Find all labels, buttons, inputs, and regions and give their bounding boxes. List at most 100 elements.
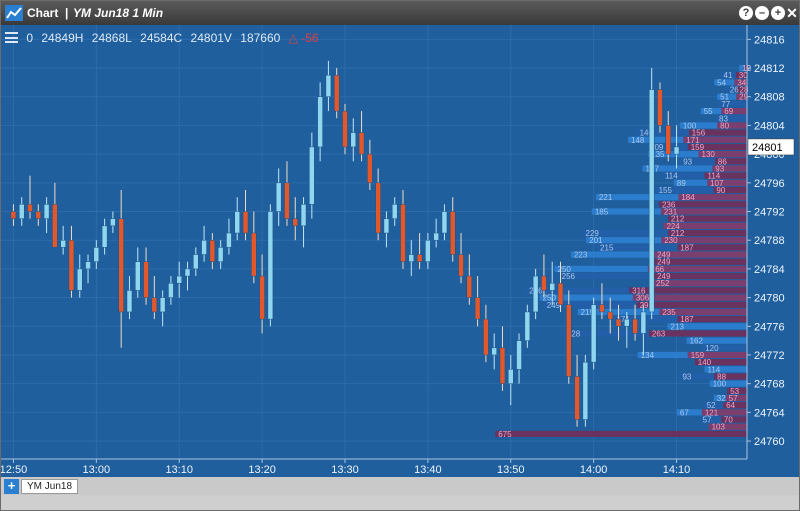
profile-bid-bar	[586, 237, 662, 244]
candle-body	[640, 311, 647, 334]
add-tab-button[interactable]: +	[4, 479, 19, 494]
profile-ask-label: 107	[710, 179, 724, 188]
profile-ask-bar	[654, 251, 747, 258]
candle-body	[193, 254, 199, 270]
menu-icon[interactable]	[5, 32, 18, 43]
profile-bid-bar	[720, 72, 736, 79]
window-title: Chart	[27, 6, 59, 20]
profile-bid-label: 100	[713, 380, 727, 389]
candle-body	[159, 297, 166, 313]
profile-bid-label: 51	[720, 93, 729, 102]
candle-body	[267, 211, 274, 320]
profile-bid-label: 54	[717, 78, 726, 87]
profile-ask-label: 231	[664, 208, 678, 217]
chart-line-icon	[5, 5, 23, 21]
title-bar[interactable]: Chart | YM Jun18 1 Min ? – + ✕	[1, 1, 799, 25]
hud-low: 24868L	[91, 31, 132, 45]
candle-body	[317, 96, 323, 148]
candle-body	[168, 282, 174, 298]
tab-bar: + YM Jun18	[1, 477, 799, 495]
profile-ask-bar	[717, 122, 747, 129]
y-tick-label: 24788	[754, 235, 785, 247]
help-button[interactable]: ?	[739, 6, 753, 20]
profile-ask-label: 34	[737, 78, 746, 87]
profile-bid-bar	[570, 251, 655, 258]
profile-ask-label: 114	[707, 172, 720, 181]
price-chart[interactable]: 9123041345428262951776955838010015614017…	[1, 25, 799, 477]
profile-bid-bar	[699, 416, 721, 423]
profile-ask-label: 249	[657, 258, 671, 267]
profile-ask-bar	[629, 287, 747, 294]
profile-ask-bar	[659, 308, 747, 316]
profile-bid-bar	[563, 330, 649, 337]
profile-ask-label: 159	[691, 351, 705, 360]
profile-ask-bar	[707, 179, 747, 186]
profile-ask-bar	[495, 430, 747, 437]
profile-bid-bar	[680, 158, 715, 165]
candle-body	[499, 347, 506, 384]
candle-body	[300, 204, 307, 227]
candle-body	[648, 89, 655, 313]
profile-ask-label: 230	[664, 236, 678, 245]
profile-ask-label: 103	[712, 423, 726, 432]
candle-body	[433, 232, 439, 241]
hud-high: 24849H	[41, 31, 84, 45]
candle-body	[292, 218, 299, 227]
y-tick-label: 24772	[754, 350, 785, 362]
profile-ask-label: 263	[652, 329, 666, 338]
profile-bid-label: 100	[683, 121, 697, 130]
candle-body	[342, 110, 348, 148]
candle-body	[665, 125, 672, 155]
profile-ask-label: 224	[666, 222, 680, 231]
tab-ym-jun18[interactable]: YM Jun18	[21, 479, 79, 494]
profile-bid-label: 201	[589, 236, 603, 245]
close-button[interactable]: ✕	[786, 5, 798, 21]
candle-body	[557, 282, 564, 306]
profile-ask-bar	[667, 229, 747, 237]
profile-bid-label: 83	[719, 114, 728, 123]
profile-ask-label: 249	[657, 272, 671, 281]
profile-bid-bar	[679, 373, 715, 380]
y-tick-label: 24816	[754, 34, 785, 46]
profile-bid-bar	[703, 402, 724, 409]
candle-body	[541, 275, 547, 291]
candle-body	[549, 282, 555, 291]
profile-ask-label: 93	[715, 164, 724, 173]
profile-bid-bar	[526, 287, 630, 294]
profile-ask-label: 28	[740, 86, 749, 95]
profile-bid-bar	[673, 179, 708, 186]
candle-body	[615, 318, 622, 327]
y-tick-label: 24784	[754, 264, 785, 276]
profile-bid-label: 120	[705, 344, 719, 353]
profile-bid-bar	[667, 323, 747, 330]
candle-body	[275, 182, 282, 212]
candle-body	[118, 218, 124, 313]
candle-body	[309, 146, 315, 205]
candle-body	[251, 232, 257, 277]
candle-body	[566, 304, 572, 377]
profile-bid-bar	[554, 265, 648, 272]
profile-ask-label: 57	[729, 394, 738, 403]
profile-ask-label: 53	[730, 387, 739, 396]
profile-ask-bar	[714, 373, 747, 380]
candle-body	[110, 218, 116, 227]
profile-ask-label: 187	[680, 315, 694, 324]
y-tick-label: 24764	[754, 407, 785, 419]
profile-bid-label: 256	[562, 272, 576, 281]
candle-body	[599, 304, 605, 313]
maximize-button[interactable]: +	[771, 6, 785, 20]
profile-bid-bar	[717, 93, 737, 100]
profile-bid-bar	[676, 409, 702, 416]
profile-ask-bar	[735, 72, 747, 79]
x-tick-label: 13:50	[497, 464, 525, 476]
profile-bid-bar	[558, 272, 655, 280]
candle-body	[126, 290, 133, 313]
hud-open: 0	[26, 31, 34, 45]
profile-bid-label: 223	[574, 251, 588, 260]
profile-bid-label: 140	[640, 129, 654, 138]
profile-ask-label: 140	[698, 358, 712, 367]
minimize-button[interactable]: –	[755, 6, 769, 20]
x-tick-label: 13:20	[248, 464, 276, 476]
profile-ask-bar	[683, 136, 747, 143]
candle-body	[582, 361, 589, 420]
